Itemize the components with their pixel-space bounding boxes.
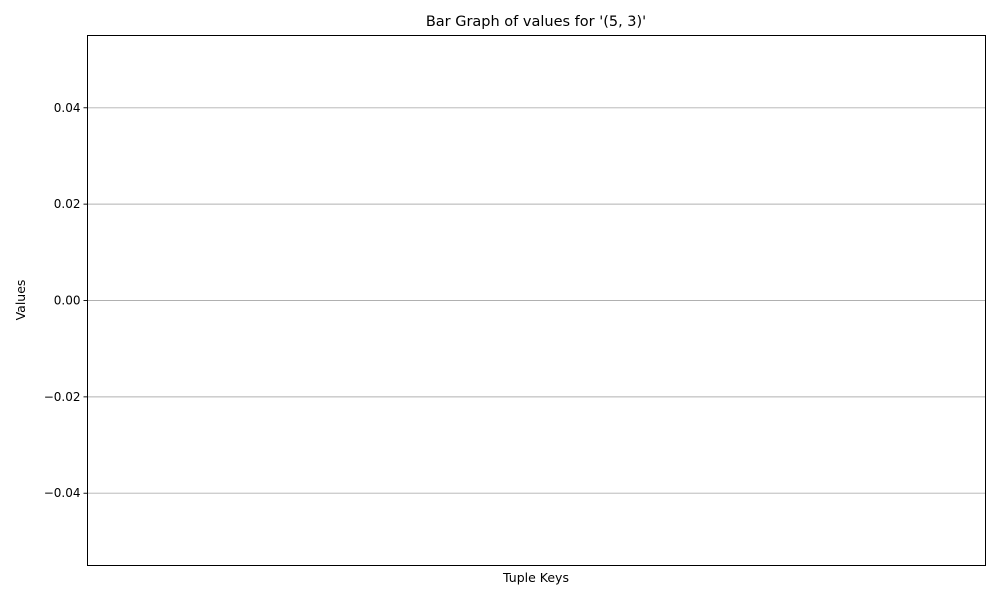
y-axis-ticks: −0.04 −0.02 0.00 0.02 0.04	[44, 101, 88, 500]
x-axis-label: Tuple Keys	[502, 570, 569, 585]
chart-title: Bar Graph of values for '(5, 3)'	[426, 14, 646, 30]
y-tick-label: −0.02	[44, 390, 81, 404]
y-tick-label: 0.02	[54, 197, 81, 211]
y-axis-label: Values	[13, 280, 28, 321]
y-tick-label: 0.00	[54, 294, 81, 308]
y-tick-label: 0.04	[54, 101, 81, 115]
grid-lines	[87, 107, 986, 494]
y-tick-label: −0.04	[44, 486, 81, 500]
